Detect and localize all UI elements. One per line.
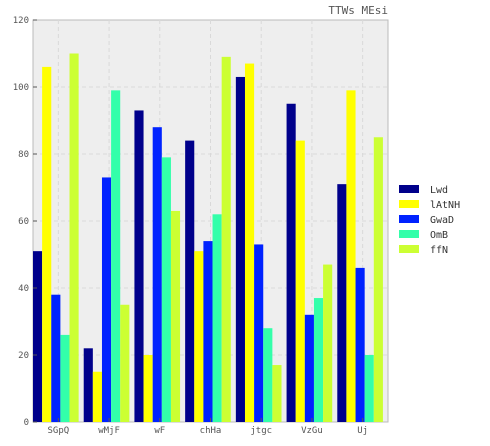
bar bbox=[212, 214, 222, 422]
bar bbox=[194, 251, 204, 422]
bar bbox=[221, 56, 231, 422]
bar bbox=[203, 241, 213, 422]
x-tick-label: SGpQ bbox=[48, 426, 70, 436]
bar bbox=[254, 244, 264, 422]
y-tick-label: 120 bbox=[13, 16, 29, 26]
legend-swatch bbox=[399, 245, 419, 253]
bars bbox=[33, 53, 383, 423]
bar bbox=[272, 365, 282, 422]
bar bbox=[170, 210, 181, 422]
bar bbox=[42, 66, 52, 423]
x-tick-label: jtgc bbox=[250, 426, 272, 436]
y-tick-label: 80 bbox=[18, 150, 29, 160]
bar bbox=[373, 137, 383, 422]
x-tick-label: VzGu bbox=[301, 426, 323, 436]
bar bbox=[83, 348, 93, 422]
bar bbox=[355, 267, 365, 422]
legend-label: ffN bbox=[430, 245, 448, 256]
bar bbox=[120, 304, 130, 422]
bar bbox=[304, 314, 314, 422]
bar bbox=[161, 157, 171, 422]
y-tick-label: 100 bbox=[13, 83, 29, 93]
bar bbox=[323, 264, 333, 422]
y-tick-label: 20 bbox=[18, 351, 29, 361]
legend-label: lAtNH bbox=[430, 200, 460, 211]
bar bbox=[313, 298, 324, 422]
bar bbox=[152, 127, 162, 422]
legend-label: Lwd bbox=[430, 185, 448, 196]
y-tick-label: 40 bbox=[18, 284, 29, 294]
bar bbox=[33, 251, 43, 422]
x-tick-label: wMjF bbox=[98, 426, 120, 436]
bar bbox=[286, 103, 296, 422]
bar bbox=[235, 76, 245, 422]
y-tick-label: 60 bbox=[18, 217, 29, 227]
legend-swatch bbox=[399, 230, 419, 238]
legend-swatch bbox=[399, 200, 419, 208]
axes: 0 20 40 60 80 100 120 SGpQ wMjF wF chHa jtgc VzGu Uj bbox=[13, 16, 368, 436]
bar bbox=[60, 334, 70, 422]
x-tick-label: chHa bbox=[200, 426, 222, 436]
bar bbox=[101, 177, 112, 422]
legend-label: OmB bbox=[430, 230, 448, 241]
chart-title: TTWs MEsi bbox=[328, 4, 388, 17]
bar bbox=[263, 328, 273, 422]
bar bbox=[337, 184, 347, 422]
bar bbox=[295, 140, 305, 422]
bar bbox=[143, 355, 153, 422]
legend-swatch bbox=[399, 215, 419, 223]
legend-swatch bbox=[399, 185, 419, 193]
bar bbox=[69, 53, 79, 422]
x-tick-label: Uj bbox=[357, 426, 368, 436]
bar bbox=[92, 371, 102, 422]
bar bbox=[185, 140, 195, 422]
legend: Lwd lAtNH GwaD OmB ffN bbox=[399, 185, 460, 256]
bar bbox=[364, 355, 374, 422]
bar bbox=[111, 90, 121, 422]
x-tick-label: wF bbox=[154, 426, 165, 436]
y-tick-label: 0 bbox=[24, 418, 29, 428]
bar bbox=[134, 110, 144, 422]
legend-label: GwaD bbox=[430, 215, 454, 226]
bar bbox=[346, 90, 356, 422]
bar bbox=[244, 63, 255, 423]
bar bbox=[51, 294, 61, 422]
